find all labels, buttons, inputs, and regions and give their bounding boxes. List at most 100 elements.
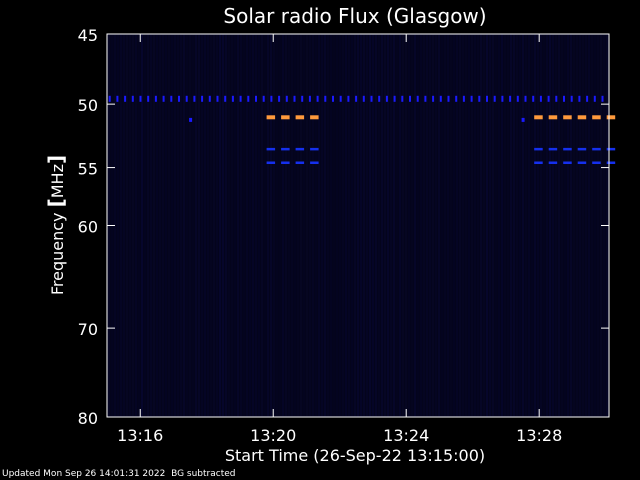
noise-streak (282, 34, 284, 417)
band-dot (247, 95, 250, 102)
y-axis-bracket-close: ] (44, 155, 68, 164)
noise-streak (537, 34, 539, 417)
noise-streak (243, 34, 245, 417)
noise-streak (195, 34, 197, 417)
band-dot (154, 95, 157, 102)
band-dot (478, 95, 481, 102)
noise-streak (444, 34, 446, 417)
noise-streak (156, 34, 158, 417)
band-dot (378, 95, 381, 102)
noise-streak (486, 34, 488, 417)
band-dot (124, 95, 127, 102)
noise-streak (120, 34, 122, 417)
band-dash (310, 161, 319, 164)
noise-streak (570, 34, 572, 417)
noise-streak (213, 34, 215, 417)
noise-streak (177, 34, 179, 417)
noise-streak (288, 34, 290, 417)
band-dash (266, 161, 276, 164)
noise-streak (492, 34, 494, 417)
band-dash (295, 115, 305, 120)
band-dot (208, 95, 211, 102)
band-dash (592, 147, 601, 151)
noise-streak (201, 34, 203, 417)
noise-streak (426, 34, 428, 417)
noise-streak (306, 34, 308, 417)
noise-streak (423, 34, 425, 417)
noise-streak (315, 34, 317, 417)
band-dot (409, 95, 411, 102)
interference-band (266, 147, 319, 151)
band-dot (147, 95, 150, 102)
noise-streak (576, 34, 578, 417)
noise-streak (465, 34, 467, 417)
y-tick-label: 55 (78, 160, 98, 179)
noise-streak (549, 34, 551, 417)
band-dot (278, 95, 281, 102)
footer-updated: Updated Mon Sep 26 14:01:31 2022 (2, 469, 166, 479)
noise-streak (327, 34, 329, 417)
band-dot (178, 95, 180, 102)
band-dot (486, 95, 488, 102)
noise-streak (261, 34, 263, 417)
band-dash (266, 147, 276, 151)
noise-streak (309, 34, 311, 417)
noise-streak (384, 34, 386, 417)
noise-streak (294, 34, 296, 417)
noise-streak (438, 34, 440, 417)
y-tick-label: 45 (78, 26, 98, 45)
noise-streak (222, 34, 224, 417)
band-dot (455, 95, 458, 102)
band-dot (462, 95, 465, 102)
band-dot (293, 95, 296, 102)
noise-streak (183, 34, 185, 417)
noise-streak (150, 34, 152, 417)
band-dash (281, 147, 290, 151)
noise-streak (192, 34, 194, 417)
y-tick-label: 50 (78, 96, 98, 115)
band-dash (534, 161, 543, 164)
band-dot (332, 95, 334, 102)
band-dot (432, 95, 435, 102)
band-dash (606, 147, 616, 151)
noise-streak (228, 34, 230, 417)
band-dash (606, 115, 616, 120)
x-tick-label: 13:20 (250, 426, 296, 445)
noise-streak (369, 34, 371, 417)
noise-streak (123, 34, 125, 417)
band-dash (563, 147, 572, 151)
noise-streak (159, 34, 161, 417)
band-dot (586, 95, 589, 102)
interference-band (266, 161, 319, 164)
noise-streak (285, 34, 287, 417)
noise-streak (174, 34, 176, 417)
noise-streak (525, 34, 527, 417)
band-dot (539, 95, 542, 102)
band-dot (324, 95, 327, 102)
x-tick-label: 13:28 (516, 426, 562, 445)
interference-band (534, 115, 616, 120)
band-dot (216, 95, 219, 102)
noise-streak (522, 34, 524, 417)
noise-streak (351, 34, 353, 417)
noise-streak (390, 34, 392, 417)
band-dot (516, 95, 519, 102)
noise-streak (375, 34, 377, 417)
band-dot (231, 95, 234, 102)
noise-streak (318, 34, 320, 417)
noise-streak (435, 34, 437, 417)
band-dot (108, 95, 111, 102)
noise-streak (429, 34, 431, 417)
noise-streak (432, 34, 434, 417)
band-dash (548, 115, 558, 120)
footer: Updated Mon Sep 26 14:01:31 2022 BG subt… (2, 469, 236, 479)
band-dash (577, 147, 587, 151)
band-dot (393, 95, 396, 102)
band-dash (310, 115, 319, 120)
noise-streak (216, 34, 218, 417)
noise-streak (459, 34, 461, 417)
noise-streak (171, 34, 173, 417)
noise-streak (300, 34, 302, 417)
band-dot (162, 95, 165, 102)
noise-streak (546, 34, 548, 417)
